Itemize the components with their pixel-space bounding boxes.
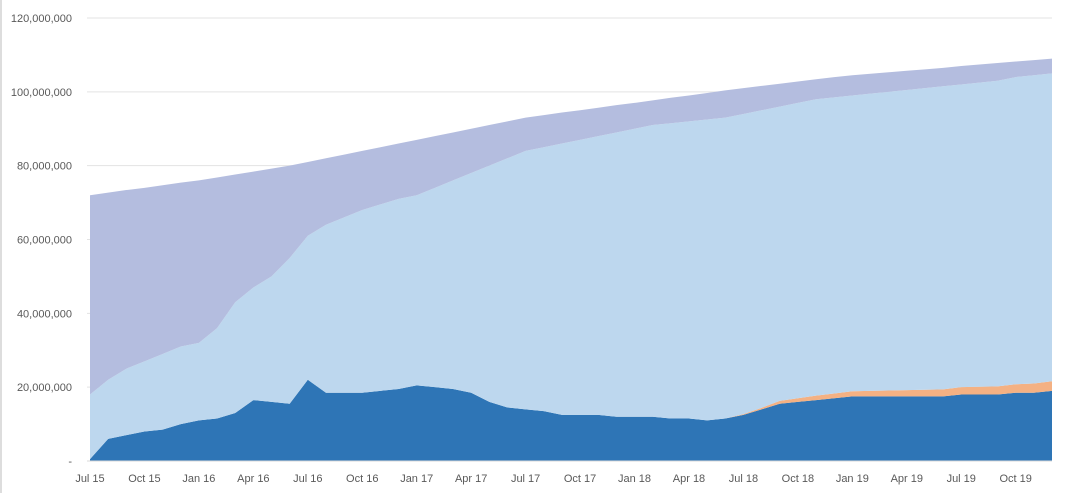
x-tick-label: Jan 17 (400, 473, 433, 485)
x-tick-label: Oct 15 (128, 473, 160, 485)
x-tick-label: Oct 18 (782, 473, 814, 485)
x-tick-label: Jul 15 (75, 473, 104, 485)
x-tick-label: Jul 17 (511, 473, 540, 485)
y-tick-label: - (68, 456, 72, 468)
x-tick-label: Jul 19 (947, 473, 976, 485)
x-tick-label: Oct 16 (346, 473, 378, 485)
x-tick-label: Apr 16 (237, 473, 269, 485)
area-series-2 (90, 379, 1052, 460)
y-tick-label: 20,000,000 (17, 382, 72, 394)
x-tick-label: Jan 18 (618, 473, 651, 485)
x-tick-label: Jul 16 (293, 473, 322, 485)
area-series-1 (90, 379, 1052, 461)
x-tick-label: Apr 19 (891, 473, 923, 485)
area-series-4 (90, 58, 1052, 395)
x-tick-label: Oct 17 (564, 473, 596, 485)
x-tick-label: Jan 16 (182, 473, 215, 485)
y-tick-label: 40,000,000 (17, 308, 72, 320)
y-axis: - 20,000,000 40,000,000 60,000,000 80,000,00… (11, 13, 73, 468)
y-tick-label: 60,000,000 (17, 235, 72, 247)
x-tick-label: Apr 18 (673, 473, 705, 485)
y-tick-label: 120,000,000 (11, 13, 72, 25)
y-tick-label: 80,000,000 (17, 161, 72, 173)
x-axis: Jul 15 Oct 15 Jan 16 Apr 16 Jul 16 Oct 16 Jan … (75, 460, 1052, 485)
area-series (90, 58, 1052, 461)
x-tick-label: Jan 19 (836, 473, 869, 485)
x-tick-label: Apr 17 (455, 473, 487, 485)
y-tick-label: 100,000,000 (11, 87, 72, 99)
area-series-3 (90, 73, 1052, 460)
x-tick-label: Oct 19 (999, 473, 1031, 485)
x-tick-label: Jul 18 (729, 473, 758, 485)
